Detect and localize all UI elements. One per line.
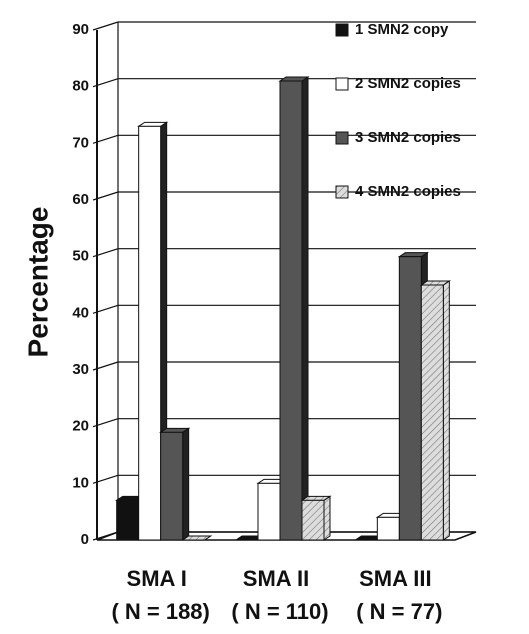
x-tick-sublabel: ( N = 188) bbox=[111, 599, 209, 624]
bar bbox=[160, 431, 184, 541]
bar-side bbox=[323, 495, 331, 541]
y-tick-label: 20 bbox=[72, 418, 89, 435]
legend-label: 4 SMN2 copies bbox=[355, 183, 461, 200]
bar-top bbox=[137, 121, 169, 127]
y-tick-label: 90 bbox=[72, 21, 89, 38]
bar bbox=[138, 125, 162, 541]
bar-side bbox=[301, 76, 309, 541]
legend-label: 1 SMN2 copy bbox=[355, 21, 449, 38]
bar-top bbox=[159, 427, 191, 433]
bar-side bbox=[182, 427, 190, 541]
bar bbox=[301, 499, 325, 541]
y-tick-label: 10 bbox=[72, 474, 89, 491]
bar-top bbox=[181, 535, 213, 541]
legend-label: 2 SMN2 copies bbox=[355, 75, 461, 92]
legend-label: 3 SMN2 copies bbox=[355, 129, 461, 146]
bar bbox=[420, 284, 444, 541]
y-axis-title: Percentage bbox=[22, 207, 53, 358]
y-tick-label: 60 bbox=[72, 191, 89, 208]
x-tick-sublabel: ( N = 110) bbox=[231, 599, 328, 624]
y-tick-label: 30 bbox=[72, 361, 89, 378]
bar bbox=[398, 256, 422, 541]
bar bbox=[116, 499, 140, 541]
legend-swatch bbox=[335, 131, 349, 145]
bar bbox=[257, 482, 281, 541]
legend-swatch bbox=[335, 185, 349, 199]
bar bbox=[376, 516, 400, 541]
y-tick-label: 40 bbox=[72, 304, 89, 321]
y-tick-label: 80 bbox=[72, 78, 89, 95]
x-tick-label: SMA I bbox=[127, 566, 187, 591]
legend-swatch bbox=[335, 23, 349, 37]
x-tick-label: SMA III bbox=[359, 566, 432, 591]
y-tick-label: 50 bbox=[72, 248, 89, 265]
y-tick-label: 70 bbox=[72, 134, 89, 151]
bar bbox=[279, 80, 303, 541]
bar-top bbox=[300, 495, 332, 501]
bar-side bbox=[442, 280, 450, 541]
bar-top bbox=[278, 76, 310, 82]
x-tick-label: SMA II bbox=[243, 566, 309, 591]
y-tick-label: 0 bbox=[81, 531, 89, 548]
bar-top bbox=[419, 280, 451, 286]
x-tick-sublabel: ( N = 77) bbox=[356, 599, 442, 624]
bar-top bbox=[397, 252, 429, 258]
legend-swatch bbox=[335, 77, 349, 91]
tick-mark bbox=[92, 21, 119, 31]
